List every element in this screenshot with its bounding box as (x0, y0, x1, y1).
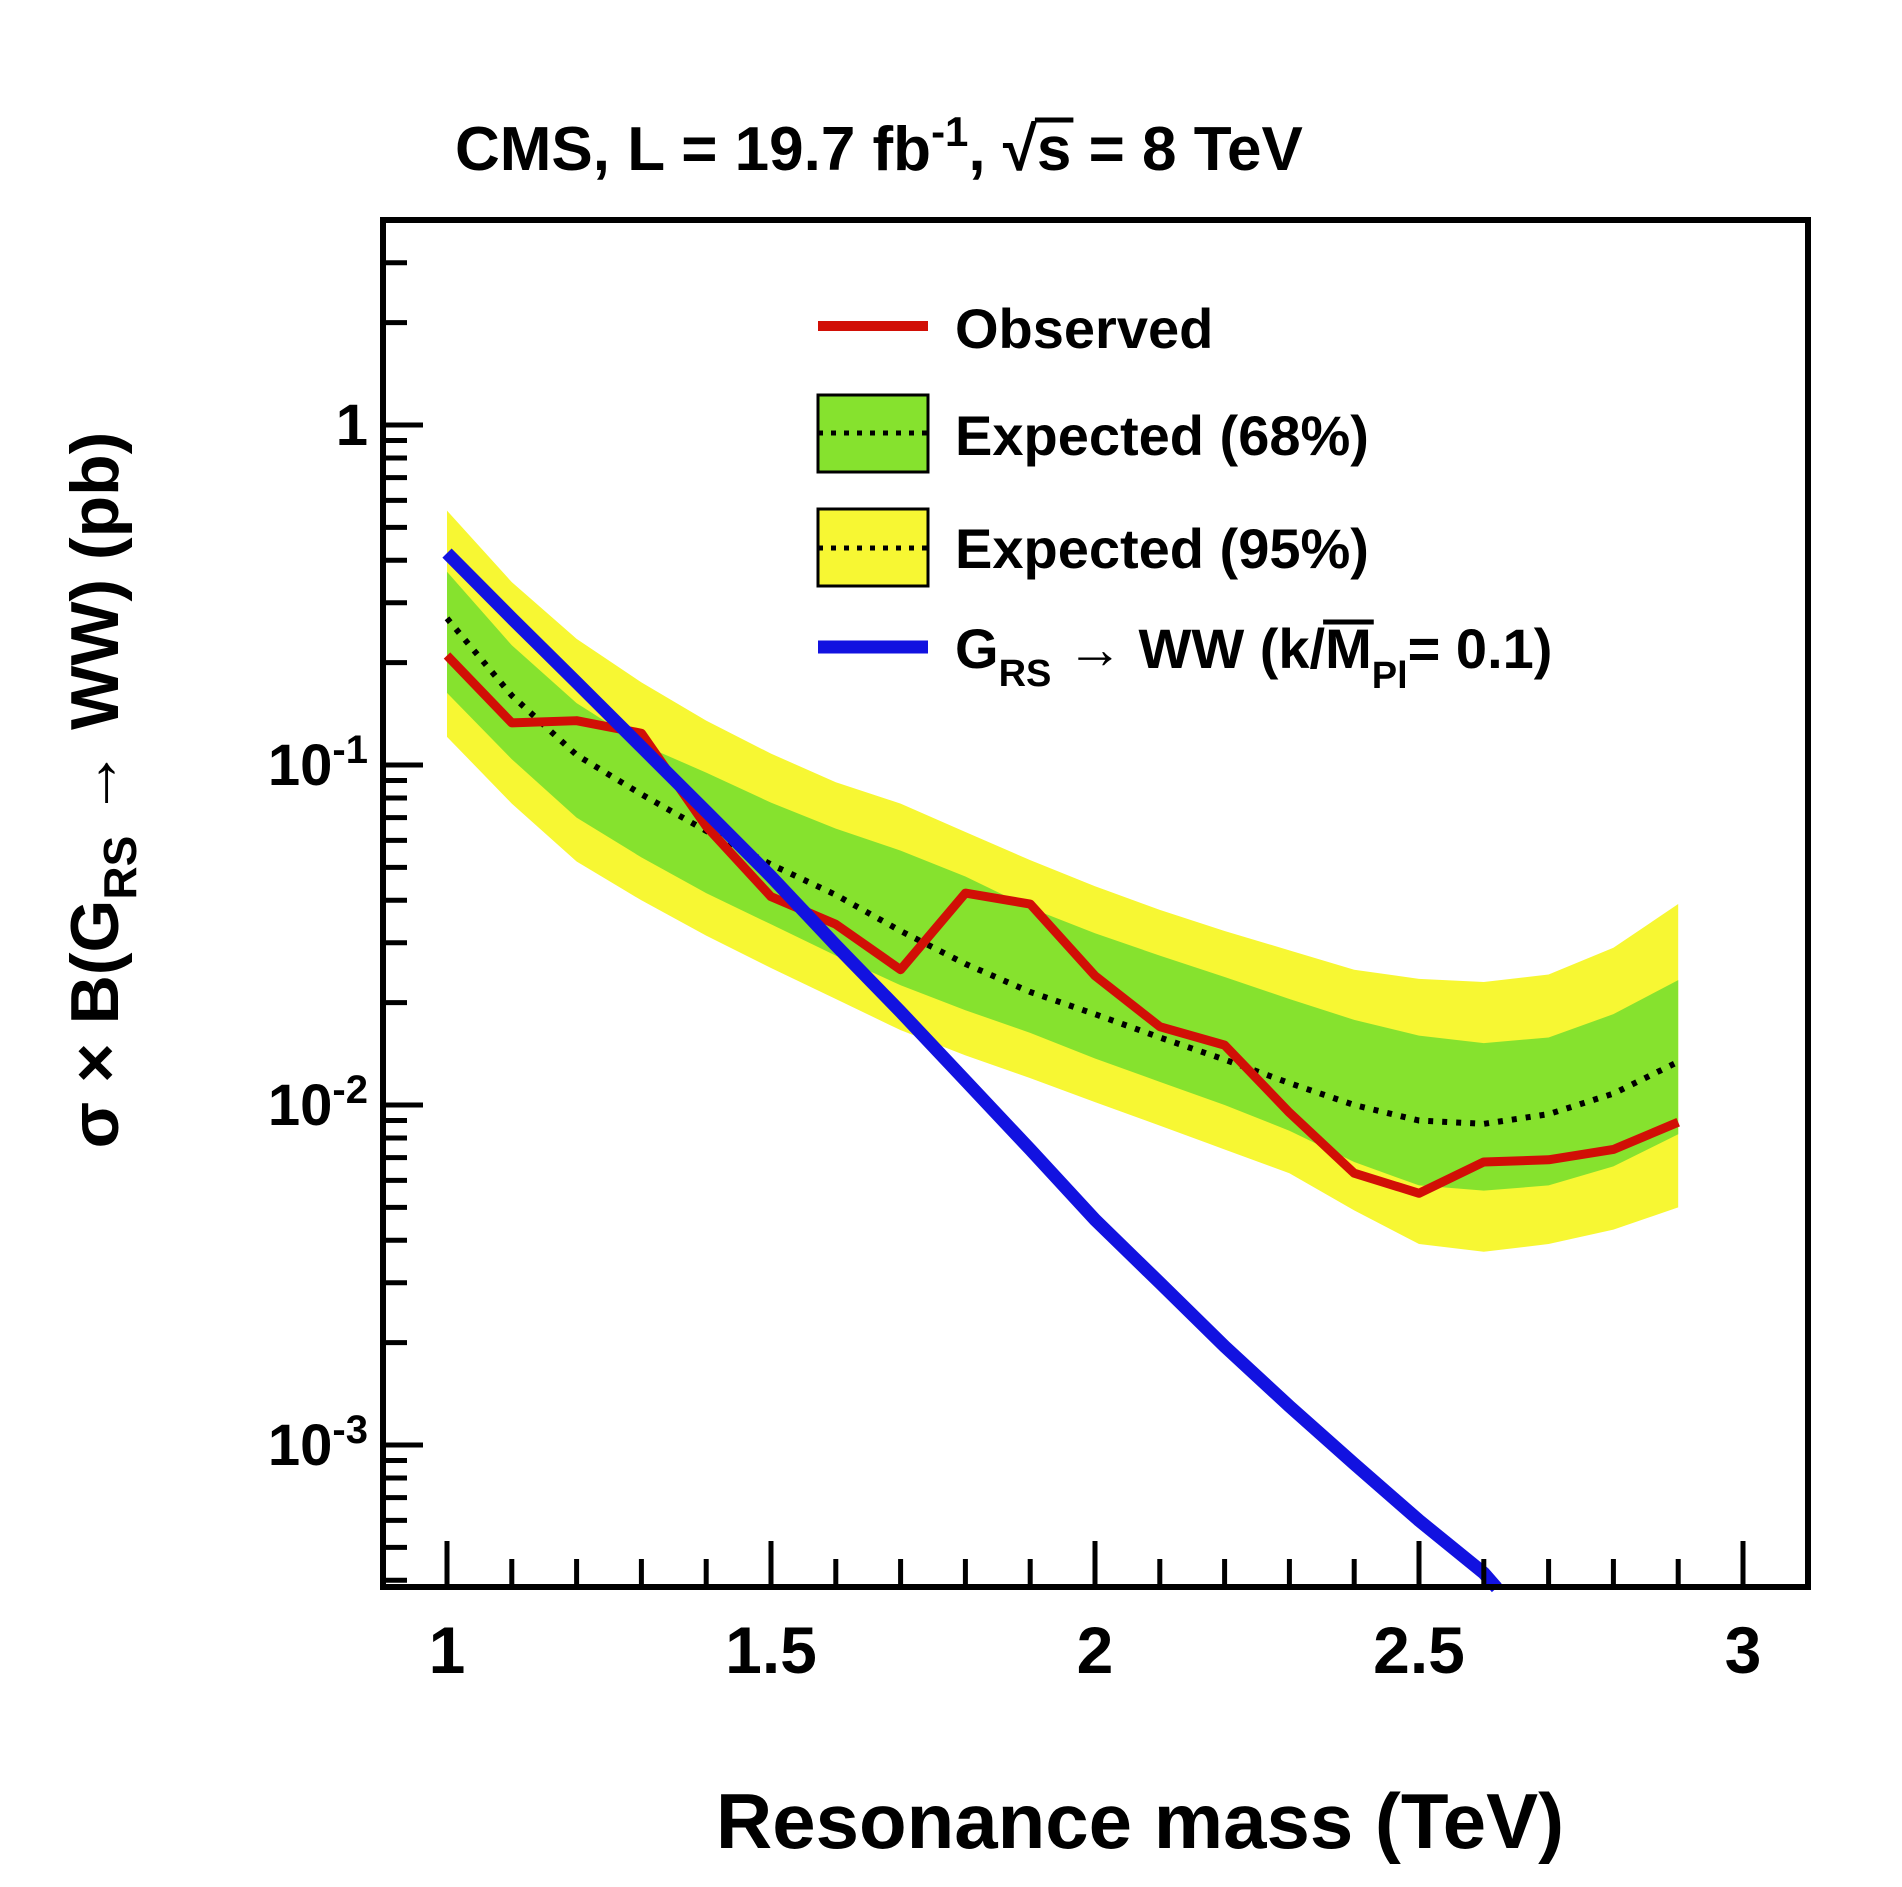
legend-observed-label: Observed (955, 297, 1213, 360)
plot-frame (380, 217, 1811, 1590)
y-tick-label: 1 (336, 393, 368, 458)
legend-expected68-label: Expected (68%) (955, 404, 1369, 467)
y-tick-labels: 1 10-1 10-2 10-3 (268, 393, 368, 1478)
x-tick-label: 2.5 (1373, 1613, 1465, 1687)
expected-median-line (444, 616, 1680, 1127)
x-tick-labels: 1 1.5 2 2.5 3 (429, 1613, 1762, 1687)
x-axis-label: Resonance mass (TeV) (716, 1777, 1564, 1865)
y-axis-label: σ × B(GRS → WW) (pb) (57, 432, 146, 1149)
curves-layer (442, 548, 1680, 1593)
axis-ticks (383, 260, 1746, 1587)
x-tick-label: 2 (1077, 1613, 1114, 1687)
y-tick-label: 10-1 (268, 728, 368, 798)
y-tick-label: 10-2 (268, 1068, 368, 1138)
legend-expected95-label: Expected (95%) (955, 517, 1369, 580)
expected-68-band (447, 571, 1679, 1191)
theory-line (442, 548, 1502, 1593)
chart-title: CMS, L = 19.7 fb-1, √s = 8 TeV (455, 108, 1303, 184)
legend: Observed Expected (68%) Expected (95%) G… (816, 297, 1552, 697)
x-tick-label: 3 (1725, 1613, 1762, 1687)
bands-layer (447, 510, 1679, 1252)
x-tick-label: 1 (429, 1613, 466, 1687)
legend-theory-label: GRS → WW (k/MPl= 0.1) (955, 617, 1552, 697)
x-tick-label: 1.5 (725, 1613, 817, 1687)
y-tick-label: 10-3 (268, 1408, 368, 1478)
